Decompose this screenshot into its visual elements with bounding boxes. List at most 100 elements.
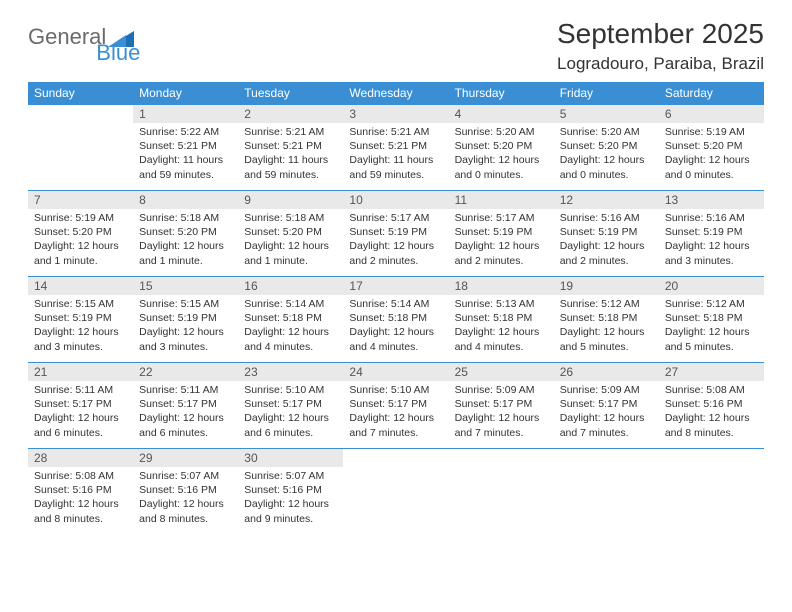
calendar-row: 7Sunrise: 5:19 AMSunset: 5:20 PMDaylight… (28, 191, 764, 277)
header: General Blue September 2025 Logradouro, … (28, 18, 764, 74)
weekday-header: Thursday (449, 82, 554, 105)
sunrise-text: Sunrise: 5:22 AM (139, 125, 232, 139)
sunrise-text: Sunrise: 5:16 AM (560, 211, 653, 225)
sunset-text: Sunset: 5:17 PM (349, 397, 442, 411)
sunrise-text: Sunrise: 5:10 AM (244, 383, 337, 397)
day-body: Sunrise: 5:22 AMSunset: 5:21 PMDaylight:… (133, 123, 238, 186)
daylight-text: Daylight: 12 hours and 4 minutes. (455, 325, 548, 353)
sunset-text: Sunset: 5:18 PM (349, 311, 442, 325)
sunrise-text: Sunrise: 5:08 AM (34, 469, 127, 483)
day-body: Sunrise: 5:18 AMSunset: 5:20 PMDaylight:… (238, 209, 343, 272)
calendar-row: 1Sunrise: 5:22 AMSunset: 5:21 PMDaylight… (28, 105, 764, 191)
sunset-text: Sunset: 5:17 PM (560, 397, 653, 411)
day-body (554, 453, 659, 459)
daylight-text: Daylight: 12 hours and 5 minutes. (665, 325, 758, 353)
sunrise-text: Sunrise: 5:08 AM (665, 383, 758, 397)
sunrise-text: Sunrise: 5:19 AM (34, 211, 127, 225)
day-number: 27 (659, 363, 764, 381)
calendar-cell: 22Sunrise: 5:11 AMSunset: 5:17 PMDayligh… (133, 363, 238, 449)
calendar-cell: 5Sunrise: 5:20 AMSunset: 5:20 PMDaylight… (554, 105, 659, 191)
daylight-text: Daylight: 12 hours and 9 minutes. (244, 497, 337, 525)
day-body: Sunrise: 5:12 AMSunset: 5:18 PMDaylight:… (659, 295, 764, 358)
sunset-text: Sunset: 5:19 PM (455, 225, 548, 239)
sunset-text: Sunset: 5:18 PM (244, 311, 337, 325)
calendar-cell: 7Sunrise: 5:19 AMSunset: 5:20 PMDaylight… (28, 191, 133, 277)
daylight-text: Daylight: 12 hours and 3 minutes. (139, 325, 232, 353)
calendar-cell: 8Sunrise: 5:18 AMSunset: 5:20 PMDaylight… (133, 191, 238, 277)
day-number: 18 (449, 277, 554, 295)
sunrise-text: Sunrise: 5:15 AM (34, 297, 127, 311)
sunset-text: Sunset: 5:19 PM (139, 311, 232, 325)
daylight-text: Daylight: 12 hours and 2 minutes. (349, 239, 442, 267)
day-number: 6 (659, 105, 764, 123)
sunrise-text: Sunrise: 5:18 AM (244, 211, 337, 225)
day-body: Sunrise: 5:14 AMSunset: 5:18 PMDaylight:… (343, 295, 448, 358)
calendar-cell (343, 449, 448, 535)
title-block: September 2025 Logradouro, Paraiba, Braz… (557, 18, 764, 74)
weekday-header: Tuesday (238, 82, 343, 105)
daylight-text: Daylight: 12 hours and 8 minutes. (665, 411, 758, 439)
calendar-cell: 6Sunrise: 5:19 AMSunset: 5:20 PMDaylight… (659, 105, 764, 191)
calendar-row: 21Sunrise: 5:11 AMSunset: 5:17 PMDayligh… (28, 363, 764, 449)
sunrise-text: Sunrise: 5:18 AM (139, 211, 232, 225)
day-number: 24 (343, 363, 448, 381)
sunrise-text: Sunrise: 5:15 AM (139, 297, 232, 311)
location-text: Logradouro, Paraiba, Brazil (557, 54, 764, 74)
calendar-cell: 18Sunrise: 5:13 AMSunset: 5:18 PMDayligh… (449, 277, 554, 363)
day-body: Sunrise: 5:19 AMSunset: 5:20 PMDaylight:… (659, 123, 764, 186)
calendar-cell: 9Sunrise: 5:18 AMSunset: 5:20 PMDaylight… (238, 191, 343, 277)
day-body: Sunrise: 5:15 AMSunset: 5:19 PMDaylight:… (133, 295, 238, 358)
daylight-text: Daylight: 12 hours and 5 minutes. (560, 325, 653, 353)
sunrise-text: Sunrise: 5:10 AM (349, 383, 442, 397)
day-number: 16 (238, 277, 343, 295)
sunrise-text: Sunrise: 5:07 AM (139, 469, 232, 483)
sunset-text: Sunset: 5:17 PM (244, 397, 337, 411)
calendar-cell: 10Sunrise: 5:17 AMSunset: 5:19 PMDayligh… (343, 191, 448, 277)
day-body: Sunrise: 5:08 AMSunset: 5:16 PMDaylight:… (28, 467, 133, 530)
sunrise-text: Sunrise: 5:13 AM (455, 297, 548, 311)
day-body: Sunrise: 5:12 AMSunset: 5:18 PMDaylight:… (554, 295, 659, 358)
day-body: Sunrise: 5:11 AMSunset: 5:17 PMDaylight:… (28, 381, 133, 444)
sunrise-text: Sunrise: 5:12 AM (665, 297, 758, 311)
weekday-header-row: Sunday Monday Tuesday Wednesday Thursday… (28, 82, 764, 105)
daylight-text: Daylight: 12 hours and 0 minutes. (455, 153, 548, 181)
day-number: 20 (659, 277, 764, 295)
sunset-text: Sunset: 5:16 PM (34, 483, 127, 497)
day-body: Sunrise: 5:07 AMSunset: 5:16 PMDaylight:… (238, 467, 343, 530)
day-body (28, 109, 133, 115)
daylight-text: Daylight: 12 hours and 2 minutes. (560, 239, 653, 267)
weekday-header: Saturday (659, 82, 764, 105)
sunrise-text: Sunrise: 5:12 AM (560, 297, 653, 311)
day-number: 11 (449, 191, 554, 209)
calendar-row: 14Sunrise: 5:15 AMSunset: 5:19 PMDayligh… (28, 277, 764, 363)
daylight-text: Daylight: 11 hours and 59 minutes. (349, 153, 442, 181)
day-number: 3 (343, 105, 448, 123)
sunset-text: Sunset: 5:16 PM (244, 483, 337, 497)
calendar-cell: 1Sunrise: 5:22 AMSunset: 5:21 PMDaylight… (133, 105, 238, 191)
calendar-cell: 16Sunrise: 5:14 AMSunset: 5:18 PMDayligh… (238, 277, 343, 363)
sunset-text: Sunset: 5:20 PM (34, 225, 127, 239)
sunset-text: Sunset: 5:20 PM (139, 225, 232, 239)
day-number: 7 (28, 191, 133, 209)
calendar-cell: 23Sunrise: 5:10 AMSunset: 5:17 PMDayligh… (238, 363, 343, 449)
day-number: 14 (28, 277, 133, 295)
day-body: Sunrise: 5:09 AMSunset: 5:17 PMDaylight:… (554, 381, 659, 444)
day-number: 9 (238, 191, 343, 209)
daylight-text: Daylight: 12 hours and 8 minutes. (139, 497, 232, 525)
weekday-header: Sunday (28, 82, 133, 105)
day-number: 8 (133, 191, 238, 209)
calendar-cell (659, 449, 764, 535)
sunset-text: Sunset: 5:16 PM (665, 397, 758, 411)
sunset-text: Sunset: 5:19 PM (349, 225, 442, 239)
day-body: Sunrise: 5:20 AMSunset: 5:20 PMDaylight:… (554, 123, 659, 186)
month-title: September 2025 (557, 18, 764, 50)
sunset-text: Sunset: 5:18 PM (560, 311, 653, 325)
calendar-cell: 26Sunrise: 5:09 AMSunset: 5:17 PMDayligh… (554, 363, 659, 449)
sunrise-text: Sunrise: 5:11 AM (139, 383, 232, 397)
sunrise-text: Sunrise: 5:11 AM (34, 383, 127, 397)
day-body: Sunrise: 5:19 AMSunset: 5:20 PMDaylight:… (28, 209, 133, 272)
calendar-cell: 17Sunrise: 5:14 AMSunset: 5:18 PMDayligh… (343, 277, 448, 363)
daylight-text: Daylight: 12 hours and 6 minutes. (139, 411, 232, 439)
day-body: Sunrise: 5:14 AMSunset: 5:18 PMDaylight:… (238, 295, 343, 358)
day-body: Sunrise: 5:16 AMSunset: 5:19 PMDaylight:… (554, 209, 659, 272)
